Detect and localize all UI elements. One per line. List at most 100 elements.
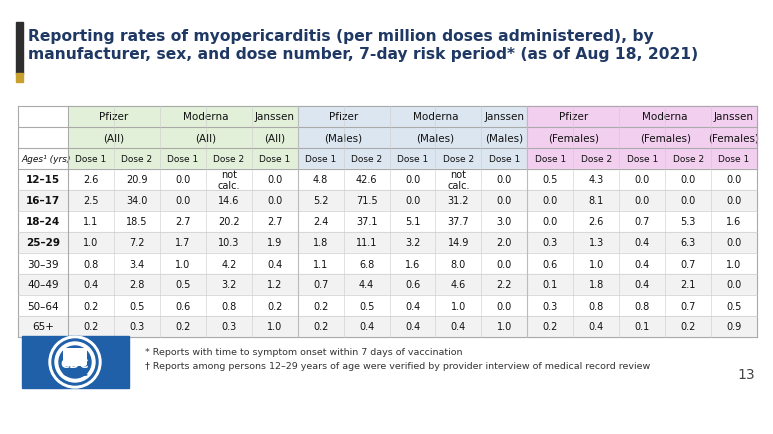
Bar [114, 149, 160, 170]
Bar [298, 107, 390, 128]
Text: 0.4: 0.4 [635, 238, 650, 248]
Text: 13: 13 [737, 367, 755, 381]
Bar [22, 336, 129, 388]
Bar [16, 74, 23, 83]
Text: 0.4: 0.4 [83, 280, 99, 290]
Text: Dose 1: Dose 1 [535, 155, 566, 164]
Bar [68, 107, 160, 128]
Text: 65+: 65+ [32, 322, 54, 332]
Bar [18, 316, 757, 337]
Text: 1.6: 1.6 [405, 259, 420, 269]
Bar [18, 149, 68, 170]
Bar [18, 233, 757, 253]
Text: 0.0: 0.0 [543, 217, 558, 227]
Text: 2.5: 2.5 [83, 196, 99, 206]
Text: Moderna: Moderna [183, 112, 229, 122]
Text: 0.2: 0.2 [680, 322, 696, 332]
Bar [18, 170, 757, 191]
Text: 4.6: 4.6 [451, 280, 466, 290]
Text: Dose 1: Dose 1 [397, 155, 428, 164]
Bar [482, 149, 527, 170]
Text: 1.8: 1.8 [588, 280, 604, 290]
Text: 1.2: 1.2 [267, 280, 282, 290]
Text: 0.5: 0.5 [543, 175, 558, 185]
Text: 2.7: 2.7 [175, 217, 191, 227]
Bar [298, 128, 390, 149]
Text: 1.3: 1.3 [588, 238, 604, 248]
Text: 3.0: 3.0 [497, 217, 512, 227]
Bar [619, 149, 665, 170]
Text: 2.1: 2.1 [680, 280, 696, 290]
Bar [574, 149, 619, 170]
Text: 0.4: 0.4 [405, 322, 420, 332]
Circle shape [49, 336, 101, 388]
Text: 14.9: 14.9 [448, 238, 469, 248]
Bar [160, 107, 252, 128]
Text: Ages¹ (yrs): Ages¹ (yrs) [21, 155, 70, 164]
Text: 2.0: 2.0 [497, 238, 512, 248]
Text: 1.0: 1.0 [267, 322, 282, 332]
Bar [482, 128, 527, 149]
Text: 50–64: 50–64 [27, 301, 59, 311]
Text: † Reports among persons 12–29 years of age were verified by provider interview o: † Reports among persons 12–29 years of a… [145, 362, 650, 371]
Text: Janssen: Janssen [254, 112, 295, 122]
Text: 0.4: 0.4 [405, 301, 420, 311]
Bar [18, 274, 757, 295]
Text: 12–15: 12–15 [26, 175, 60, 185]
Text: 1.8: 1.8 [313, 238, 329, 248]
Text: 0.6: 0.6 [175, 301, 190, 311]
Text: Moderna: Moderna [642, 112, 688, 122]
Text: 0.3: 0.3 [543, 301, 558, 311]
Circle shape [56, 343, 94, 381]
Text: Moderna: Moderna [413, 112, 458, 122]
Text: 0.5: 0.5 [727, 301, 742, 311]
Bar [160, 149, 206, 170]
Text: 0.2: 0.2 [175, 322, 190, 332]
Text: Dose 2: Dose 2 [351, 155, 382, 164]
Text: 31.2: 31.2 [448, 196, 469, 206]
Text: 25–29: 25–29 [26, 238, 60, 248]
Text: 0.7: 0.7 [680, 259, 696, 269]
Text: 42.6: 42.6 [356, 175, 377, 185]
Circle shape [52, 339, 98, 385]
Text: 20.9: 20.9 [126, 175, 148, 185]
Text: 0.0: 0.0 [727, 196, 741, 206]
Bar [252, 149, 298, 170]
Text: 1.1: 1.1 [313, 259, 329, 269]
Text: 0.3: 0.3 [129, 322, 145, 332]
Text: 0.0: 0.0 [727, 175, 741, 185]
Text: 0.4: 0.4 [267, 259, 282, 269]
Text: 0.5: 0.5 [175, 280, 190, 290]
Text: (Males): (Males) [417, 133, 455, 143]
Text: 0.4: 0.4 [588, 322, 604, 332]
Text: 8.0: 8.0 [451, 259, 466, 269]
Bar [68, 128, 160, 149]
Text: 1.9: 1.9 [267, 238, 282, 248]
Text: 11.1: 11.1 [356, 238, 377, 248]
Text: 0.1: 0.1 [543, 280, 558, 290]
Bar [527, 107, 619, 128]
Bar [18, 191, 757, 211]
Text: Dose 2: Dose 2 [121, 155, 152, 164]
Text: 30–39: 30–39 [27, 259, 59, 269]
Text: 0.7: 0.7 [313, 280, 329, 290]
Text: Janssen: Janssen [485, 112, 524, 122]
Bar [390, 128, 482, 149]
Bar [18, 295, 757, 316]
Text: 34.0: 34.0 [126, 196, 148, 206]
Bar [252, 107, 298, 128]
Text: 37.7: 37.7 [448, 217, 469, 227]
Text: 0.6: 0.6 [405, 280, 420, 290]
Text: (All): (All) [264, 133, 285, 143]
Text: 37.1: 37.1 [356, 217, 377, 227]
Text: 0.0: 0.0 [497, 259, 512, 269]
Text: 0.0: 0.0 [727, 238, 741, 248]
Bar [711, 149, 757, 170]
Text: Dose 1: Dose 1 [305, 155, 336, 164]
Text: 1.7: 1.7 [175, 238, 190, 248]
Text: 0.5: 0.5 [359, 301, 374, 311]
Text: 0.3: 0.3 [221, 322, 237, 332]
Text: 0.0: 0.0 [267, 196, 282, 206]
Bar [619, 107, 711, 128]
Text: 0.8: 0.8 [635, 301, 650, 311]
